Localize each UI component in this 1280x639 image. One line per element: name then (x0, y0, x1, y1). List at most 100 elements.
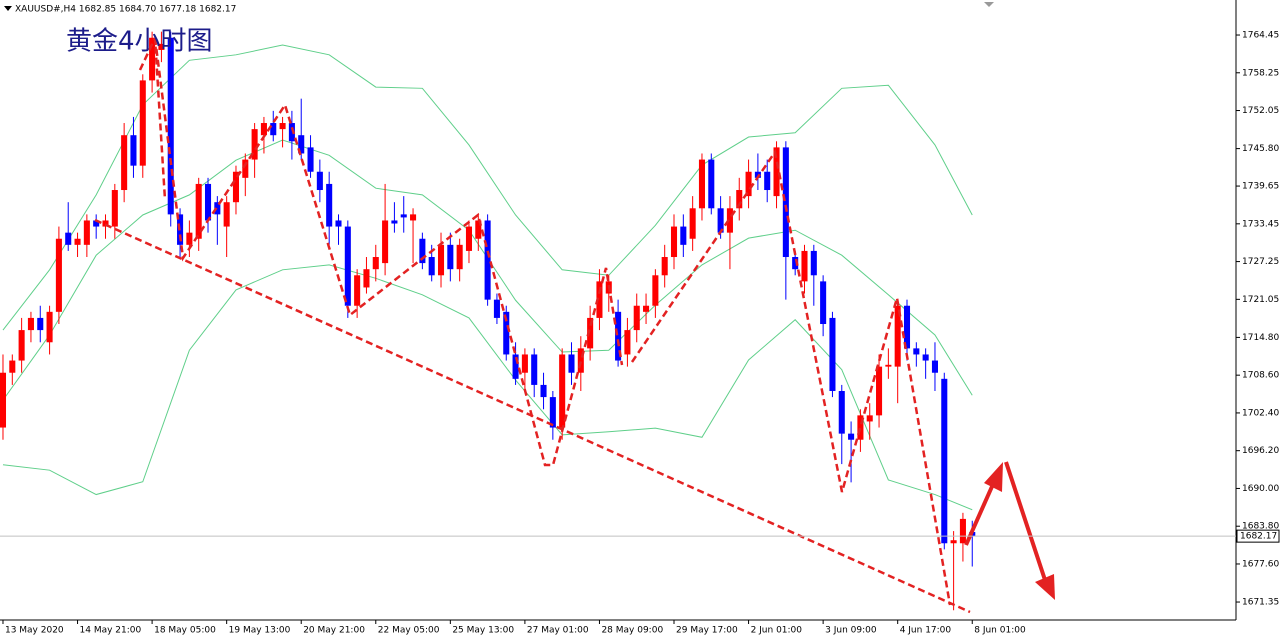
candle-body (465, 226, 473, 251)
candle-body (857, 415, 864, 440)
candle-body (801, 250, 808, 282)
y-tick-label: 1727.25 (1242, 257, 1279, 267)
candle-body (587, 317, 594, 349)
candle-body (232, 171, 240, 203)
candle-body (624, 330, 631, 355)
x-tick-label: 20 May 21:00 (303, 626, 365, 636)
y-tick-label: 1702.40 (1242, 408, 1279, 418)
y-tick-label: 1745.80 (1242, 144, 1279, 154)
candle-body (55, 238, 62, 312)
candle-body (941, 378, 948, 544)
x-tick-label: 4 Jun 17:00 (900, 626, 952, 636)
y-tick-label: 1721.05 (1242, 295, 1279, 305)
candle-body (18, 330, 25, 361)
candle-body (661, 257, 668, 276)
band-line (2, 44, 973, 331)
candle-body (540, 384, 547, 398)
candle-body (726, 208, 733, 233)
candle-body (698, 159, 706, 209)
x-tick-label: 28 May 09:00 (601, 626, 663, 636)
x-tick-label: 18 May 05:00 (154, 626, 216, 636)
candle-body (913, 348, 920, 355)
candle-body (521, 354, 528, 373)
y-tick-label: 1677.60 (1242, 559, 1279, 569)
candle-body (307, 147, 314, 172)
candle-body (204, 183, 212, 221)
candle-body (838, 391, 845, 434)
menu-icon[interactable] (4, 6, 12, 11)
arrow (1004, 461, 1047, 581)
x-tick-label: 29 May 17:00 (676, 626, 738, 636)
y-tick-label: 1733.45 (1242, 219, 1279, 229)
candle-body (391, 220, 398, 224)
candle-body (820, 281, 827, 325)
candle-body (493, 299, 500, 318)
x-tick-label: 8 Jun 01:00 (974, 626, 1026, 636)
candle-body (931, 360, 938, 373)
candle-body (298, 135, 305, 154)
candle-body (354, 275, 361, 306)
candle-body (782, 147, 789, 258)
trend-line (630, 148, 952, 606)
candle-body (410, 214, 417, 221)
arrow (964, 481, 996, 546)
candle-body (344, 226, 351, 306)
arrow-head (1035, 574, 1055, 600)
candle-body (37, 317, 44, 331)
candle-body (428, 257, 435, 276)
candle-body (111, 190, 118, 227)
candle-body (503, 311, 510, 355)
price-box (1236, 529, 1280, 543)
y-tick-label: 1758.25 (1242, 68, 1279, 78)
price-label: 1682.17 (1240, 532, 1277, 542)
trend-line (153, 37, 624, 467)
header: XAUUSD#,H4 1682.85 1684.70 1677.18 1682.… (15, 5, 236, 15)
arrow-head (984, 462, 1003, 492)
candle-body (186, 232, 193, 245)
x-tick-label: 22 May 05:00 (378, 626, 440, 636)
candle-body (475, 220, 482, 239)
candle-body (326, 183, 333, 227)
candle-body (764, 171, 771, 191)
candle-body (9, 360, 16, 373)
x-tick-label: 25 May 13:00 (452, 626, 514, 636)
candle-body (74, 238, 81, 245)
candle-body (167, 37, 174, 215)
candle-body (950, 540, 957, 544)
candle-body (335, 220, 342, 227)
candle-body (121, 135, 128, 191)
candle-body (223, 202, 230, 227)
y-tick-label: 1752.05 (1242, 106, 1279, 116)
candle-body (689, 208, 696, 239)
candle-body (717, 208, 724, 233)
candle-body (773, 147, 780, 197)
candle-body (437, 244, 445, 276)
candle-body (139, 80, 146, 166)
x-tick-label: 14 May 21:00 (80, 626, 142, 636)
y-tick-label: 1764.45 (1242, 31, 1279, 41)
candle-body (214, 202, 221, 215)
candle-body (894, 305, 901, 367)
y-tick-label: 1671.35 (1242, 598, 1279, 608)
candle-body (568, 354, 575, 373)
candle-body (922, 354, 929, 361)
candle-body (130, 135, 137, 166)
candle-body (652, 275, 659, 306)
candle-body (531, 354, 538, 385)
scroll-icon[interactable] (984, 2, 994, 7)
candle-body (959, 518, 966, 544)
candle-body (559, 354, 566, 428)
candle-body (93, 220, 100, 227)
chart-title: 黄金4小时图 (66, 27, 213, 57)
candle-body (792, 257, 799, 270)
trend-lines (94, 37, 971, 614)
candle-body (549, 397, 556, 428)
candle-body (27, 317, 34, 331)
candle-body (670, 226, 678, 258)
candle-body (736, 190, 743, 209)
y-tick-label: 1696.20 (1242, 446, 1279, 456)
candle-body (46, 311, 53, 343)
candle-body (577, 348, 584, 373)
candle-body (372, 257, 379, 270)
